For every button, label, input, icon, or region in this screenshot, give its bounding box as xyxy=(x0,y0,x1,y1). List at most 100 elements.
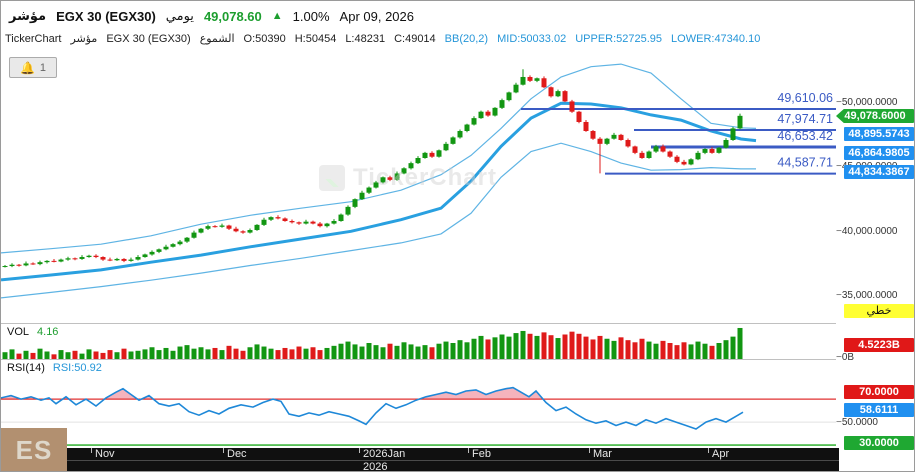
candle-body xyxy=(674,156,680,162)
high-value: H:50454 xyxy=(294,32,337,45)
candle-body xyxy=(429,152,435,157)
candle-body xyxy=(93,255,99,258)
symbol: EGX 30 (EGX30) xyxy=(106,32,191,45)
candle-body xyxy=(443,143,449,151)
time-axis-tick xyxy=(708,448,709,453)
bollinger-band xyxy=(1,63,757,254)
candle-body xyxy=(415,157,421,164)
volume-bar xyxy=(44,351,50,360)
candle-body xyxy=(86,255,92,258)
volume-bar xyxy=(492,337,498,360)
candle-body xyxy=(597,138,603,144)
volume-pane[interactable]: VOL 4.16 xyxy=(1,323,836,360)
candle-body xyxy=(667,151,673,157)
time-axis-tick xyxy=(589,448,590,453)
volume-bar xyxy=(401,342,407,360)
candle-body xyxy=(450,137,456,144)
volume-chart[interactable] xyxy=(1,324,836,360)
candle-body xyxy=(583,121,589,131)
volume-bar xyxy=(702,343,708,360)
candle-body xyxy=(331,221,337,224)
candle-body xyxy=(163,246,169,250)
candle-body xyxy=(44,260,50,263)
volume-bar xyxy=(723,340,729,360)
candle-body xyxy=(723,139,729,148)
candle-body xyxy=(177,241,183,245)
time-axis[interactable]: 2026 Nov Dec 2026Jan Feb Mar Apr xyxy=(67,448,839,471)
chart-header: مؤشر EGX 30 (EGX30) يومي 49,078.60 ▲ 1.0… xyxy=(9,7,414,25)
volume-bar xyxy=(149,347,155,360)
candle-body xyxy=(653,146,659,152)
candle-body xyxy=(352,199,358,207)
volume-bar xyxy=(611,340,617,360)
volume-bar xyxy=(695,341,701,360)
volume-bar xyxy=(576,333,582,360)
candle-body xyxy=(212,226,218,228)
candle-body xyxy=(457,130,463,138)
volume-bar xyxy=(625,340,631,360)
volume-bar xyxy=(590,339,596,360)
volume-value: 4.16 xyxy=(37,326,59,338)
candlestick-chart[interactable]: 49,610.06 47,974.71 46,653.42 44,587.71 xyxy=(1,51,836,323)
volume-bar xyxy=(254,344,260,360)
bb-upper-value: UPPER:52725.95 xyxy=(575,32,663,45)
candle-body xyxy=(695,152,701,160)
main-chart-pane[interactable]: 49,610.06 47,974.71 46,653.42 44,587.71 xyxy=(1,51,836,323)
scale-type-tag[interactable]: خطي xyxy=(844,304,914,318)
volume-bar xyxy=(534,335,540,360)
rsi-chart[interactable] xyxy=(1,360,836,449)
price-value-tag: 30.0000 xyxy=(844,436,914,450)
candle-body xyxy=(2,266,8,268)
time-axis-tick xyxy=(468,448,469,453)
candle-body xyxy=(534,78,540,81)
candle-body xyxy=(555,91,561,97)
volume-bar xyxy=(632,342,638,360)
volume-bar xyxy=(478,335,484,360)
candle-body xyxy=(485,111,491,116)
candle-body xyxy=(380,177,386,183)
volume-bar xyxy=(352,344,358,360)
price-value-tag: 70.0000 xyxy=(844,385,914,399)
candle-body xyxy=(156,249,162,252)
candle-body xyxy=(184,237,190,242)
candle-body xyxy=(387,177,393,180)
rsi-pane[interactable]: RSI(14) RSI:50.92 xyxy=(1,359,836,449)
volume-bar xyxy=(240,350,246,360)
volume-bar xyxy=(121,348,127,360)
candle-body xyxy=(569,101,575,112)
candle-body xyxy=(541,78,547,88)
candle-body xyxy=(149,251,155,255)
volume-bar xyxy=(499,334,505,360)
volume-bar xyxy=(681,342,687,360)
volume-bar xyxy=(569,331,575,360)
candle-body xyxy=(604,138,610,144)
candle-body xyxy=(268,217,274,220)
bb-lower-value: LOWER:47340.10 xyxy=(671,32,761,45)
candle-body xyxy=(247,230,253,233)
price-axis[interactable]: −50,000.0000−45,000.0000−40,000.0000−35,… xyxy=(836,51,914,450)
candle-body xyxy=(359,192,365,200)
candle-body xyxy=(233,228,239,232)
candle-body xyxy=(366,187,372,193)
volume-bar xyxy=(394,345,400,360)
price-value-tag: 44,834.3867 xyxy=(844,165,914,179)
alerts-button[interactable]: 🔔 1 xyxy=(9,57,57,78)
volume-bar xyxy=(86,349,92,360)
bb-mid-value: MID:50033.02 xyxy=(497,32,567,45)
volume-bar xyxy=(366,343,372,360)
candle-body xyxy=(65,258,71,260)
volume-label: VOL xyxy=(7,326,30,338)
bb-label: BB(20,2) xyxy=(444,32,489,45)
volume-bar xyxy=(408,344,414,360)
volume-bar xyxy=(212,347,218,360)
volume-bar xyxy=(338,343,344,360)
month-label: Mar xyxy=(593,448,612,460)
candle-body xyxy=(660,146,666,152)
volume-bar xyxy=(639,338,645,360)
volume-bar xyxy=(51,354,57,360)
volume-bar xyxy=(415,346,421,360)
volume-bar xyxy=(23,350,29,360)
candle-body xyxy=(23,263,29,266)
volume-bar xyxy=(513,333,519,360)
